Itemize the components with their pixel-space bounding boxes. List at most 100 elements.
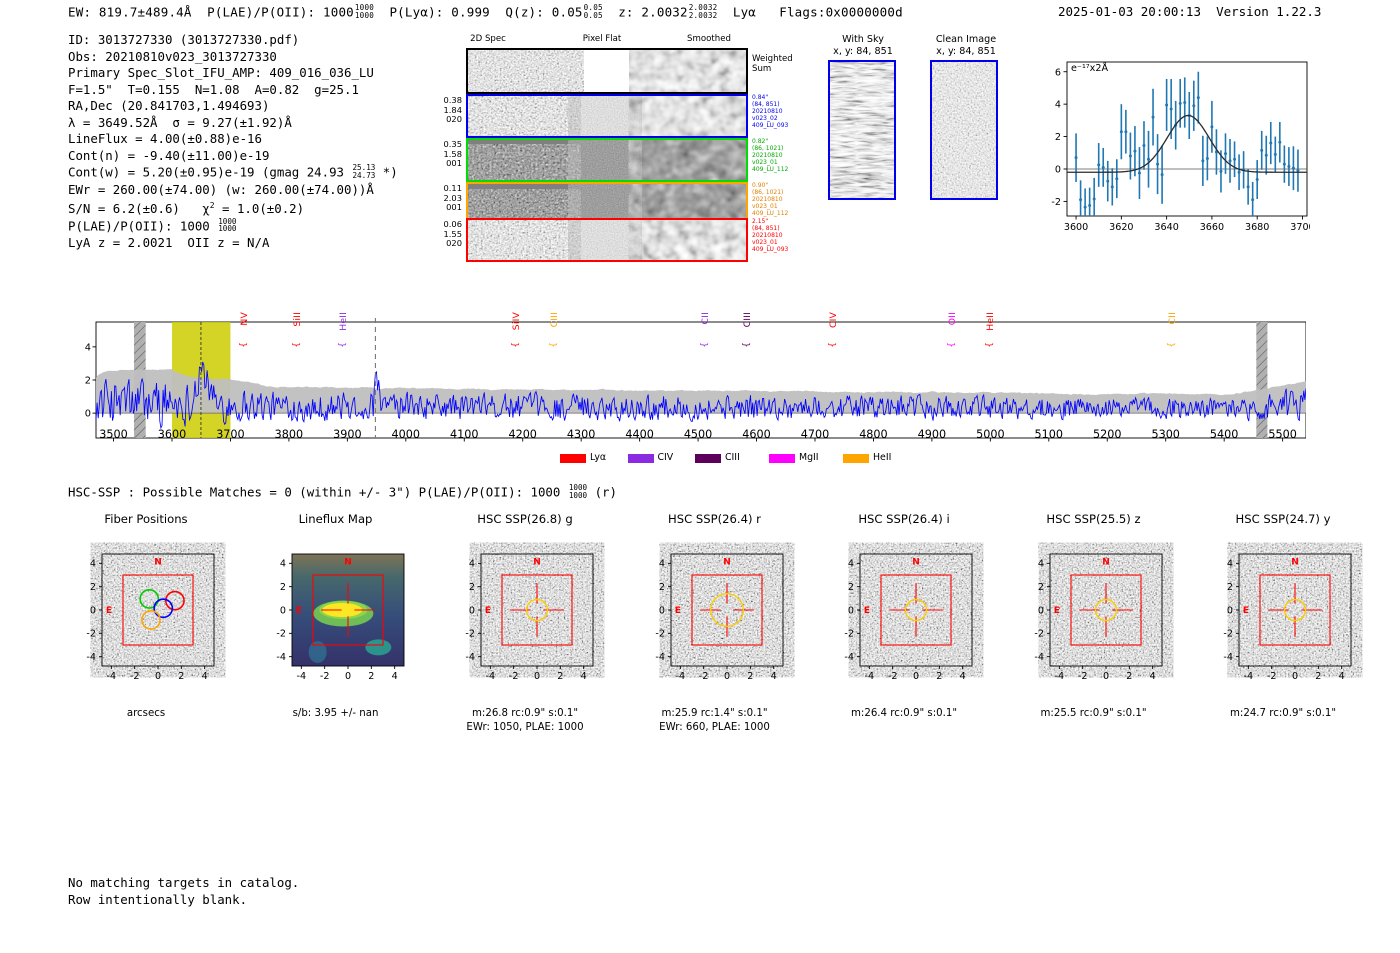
info-line-contw: Cont(w) = 5.20(±0.95)e-19 (gmag 24.93 25… (68, 163, 398, 181)
svg-text:-2: -2 (1267, 671, 1277, 682)
xtick-3700: 3700 (216, 428, 245, 441)
svg-text:E: E (106, 606, 112, 616)
emission-bracket-cii-5310: { (1166, 342, 1177, 348)
panel-caption-1: m:26.4 rc:0.9" s:0.1" (850, 708, 958, 719)
svg-text:4: 4 (770, 671, 776, 682)
full-spectrum-legend: Lyα CIV CIII MgII HeII (560, 452, 891, 468)
svg-text:2: 2 (1037, 582, 1043, 593)
svg-text:3700: 3700 (1290, 222, 1310, 233)
weighted-sum-label: Weighted Sum (752, 54, 793, 75)
xtick-4300: 4300 (566, 428, 596, 441)
z-range: 2.0032 2.0032 (688, 3, 718, 20)
svg-text:0: 0 (1055, 165, 1061, 176)
svg-text:0: 0 (913, 671, 919, 682)
info-line-id: ID: 3013727330 (3013727330.pdf) (68, 32, 300, 47)
svg-text:-4: -4 (844, 652, 854, 663)
legend-label-civ: CIV (657, 452, 674, 463)
xtick-4600: 4600 (742, 428, 771, 441)
emission-bracket-cii-4512: { (700, 342, 711, 348)
svg-text:-2: -2 (1034, 629, 1044, 640)
panel-caption-1: s/b: 3.95 +/- nan (292, 708, 379, 719)
info-line-plae: P(LAE)/P(OII): 1000 1000 1000 (68, 216, 237, 234)
object-info-block: ID: 3013727330 (3013727330.pdf) Obs: 202… (68, 32, 398, 251)
svg-text:4: 4 (848, 559, 854, 570)
svg-text:4: 4 (202, 671, 208, 682)
panel-caption-1: arcsecs (126, 708, 166, 719)
panel-title: HSC SSP(26.4) i (858, 512, 950, 526)
plya-value: 0.999 (451, 4, 490, 20)
xtick-5000: 5000 (976, 428, 1005, 441)
svg-text:3660: 3660 (1200, 222, 1224, 233)
svg-text:e⁻¹⁷x2Å: e⁻¹⁷x2Å (1071, 61, 1108, 74)
spec2d-row2-imagery (468, 140, 746, 180)
info-line-redshift: LyA z = 2.0021 OII z = N/A (68, 234, 270, 250)
plae-label: P(LAE)/P(OII): (207, 4, 316, 20)
svg-text:-4: -4 (486, 671, 496, 682)
emission-label-nv-3723: NV (238, 312, 250, 326)
svg-text:-4: -4 (296, 671, 306, 682)
xtick-4200: 4200 (508, 428, 537, 441)
svg-text:-4: -4 (86, 652, 96, 663)
flags: Flags:0x0000000d (779, 4, 903, 20)
emission-bracket-nv-3723: { (238, 342, 249, 348)
svg-text:2: 2 (848, 582, 854, 593)
svg-text:2: 2 (90, 582, 96, 593)
emission-bracket-ciii-4584: { (742, 342, 753, 348)
hsc-plae-range: 1000 1000 (568, 483, 588, 500)
xtick-4900: 4900 (917, 428, 947, 441)
clean-image-title: Clean Image x, y: 84, 851 (935, 34, 997, 57)
footer-line-1: No matching targets in catalog. (68, 875, 300, 890)
svg-text:E: E (485, 606, 491, 616)
legend-label-mgii: MgII (799, 452, 819, 463)
svg-text:4: 4 (1149, 671, 1155, 682)
z-label: z: (618, 4, 634, 20)
full-spectrum-svg: 024e⁻¹⁷x2Å (85, 300, 1307, 442)
fiber-circle-3 (141, 610, 161, 630)
svg-text:0: 0 (1292, 671, 1298, 682)
panel-caption-2: EWr: 660, PLAE: 1000 (659, 722, 770, 733)
svg-text:0: 0 (1102, 671, 1108, 682)
svg-text:2: 2 (1126, 671, 1132, 682)
hsc-ssp-summary: HSC-SSP : Possible Matches = 0 (within +… (68, 483, 617, 500)
info-line-ewr: EWr = 260.00(±74.00) (w: 260.00(±74.00))… (68, 181, 374, 197)
panel-caption-1: m:26.8 rc:0.9" s:0.1" (471, 708, 579, 719)
svg-text:-2: -2 (276, 629, 286, 640)
emission-line-labels: NV {SiII {HeII {SiIV {CIII {CII {CIII {CIV {OII {… (78, 312, 1306, 360)
svg-text:2: 2 (658, 582, 664, 593)
emission-bracket-ciii-4253: { (548, 342, 559, 348)
col-header-pixelflat: Pixel Flat (582, 34, 622, 44)
clean-image-image (930, 60, 998, 200)
info-line-sn: S/N = 6.2(±0.6) χ2 = 1.0(±0.2) (68, 201, 305, 217)
plae-range: 1000 1000 (354, 3, 374, 20)
svg-text:4: 4 (90, 559, 96, 570)
emission-label-siiv-4188: SiIV (510, 312, 522, 331)
svg-text:-4: -4 (655, 652, 665, 663)
spec2d-row-weighted-sum (466, 48, 748, 94)
spec2d-row-1 (466, 94, 748, 138)
spec2d-row4-leftlabels: 0.06 1.55 020 (443, 219, 462, 249)
svg-text:4: 4 (85, 342, 91, 353)
xtick-4000: 4000 (391, 428, 421, 441)
emission-label-ciii-4253: CIII (548, 312, 560, 328)
svg-text:2: 2 (279, 582, 285, 593)
xtick-5500: 5500 (1268, 428, 1297, 441)
svg-text:2: 2 (1227, 582, 1233, 593)
footer-note: No matching targets in catalog. Row inte… (68, 874, 299, 908)
xtick-3500: 3500 (99, 428, 128, 441)
panel-title: HSC SSP(24.7) y (1235, 512, 1331, 526)
svg-text:0: 0 (279, 605, 285, 616)
footer-line-2: Row intentionally blank. (68, 892, 248, 907)
svg-text:-4: -4 (1244, 671, 1254, 682)
info-line-lambda: λ = 3649.52Å σ = 9.27(±1.92)Å (68, 114, 292, 130)
spec2d-row1-meta: 0.84" (84, 851) 20210810 v023_02 409_LU_093 (752, 94, 789, 130)
svg-text:4: 4 (1227, 559, 1233, 570)
svg-text:N: N (154, 558, 162, 568)
spec2d-row1-leftlabels: 0.38 1.84 020 (443, 95, 462, 125)
full-spectrum-chart: 024e⁻¹⁷x2Å (78, 300, 1307, 476)
xtick-4100: 4100 (450, 428, 479, 441)
zoom-spectrum-chart: -2 0 2 4 6 3600 3620 3640 3660 3680 3700 e⁻¹⁷x2Å (1035, 44, 1314, 259)
version: Version 1.22.3 (1216, 4, 1322, 19)
svg-text:4: 4 (391, 671, 397, 682)
panel-plot: -4 -2 0 2 4 4 2 0 -2 -4 N E (465, 553, 594, 682)
